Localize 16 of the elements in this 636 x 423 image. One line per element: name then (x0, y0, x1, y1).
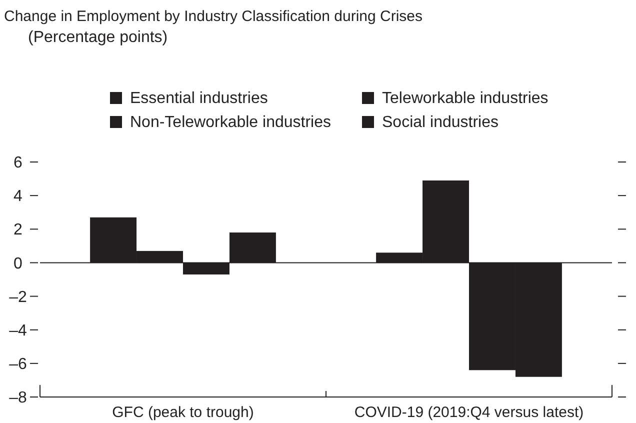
y-tick-label: 4 (14, 188, 23, 206)
y-tick-label: –8 (9, 390, 27, 407)
legend-label: Essential industries (130, 90, 268, 107)
legend-label: Teleworkable industries (382, 90, 548, 107)
legend-label: Social industries (382, 114, 498, 131)
legend-label: Non-Teleworkable industries (130, 114, 331, 131)
y-tick-label: –6 (9, 356, 27, 374)
y-tick-label: –2 (9, 288, 27, 306)
x-tick-label: COVID-19 (2019:Q4 versus latest) (354, 404, 584, 421)
y-tick-label: –4 (9, 322, 27, 340)
y-tick-label: 6 (14, 154, 23, 172)
y-tick-label: 0 (14, 255, 23, 272)
chart-title: Change in Employment by Industry Classification during Crises (4, 8, 423, 25)
chart-subtitle: (Percentage points) (28, 29, 168, 46)
x-tick-label: GFC (peak to trough) (112, 404, 254, 421)
y-tick-label: 2 (14, 222, 23, 239)
